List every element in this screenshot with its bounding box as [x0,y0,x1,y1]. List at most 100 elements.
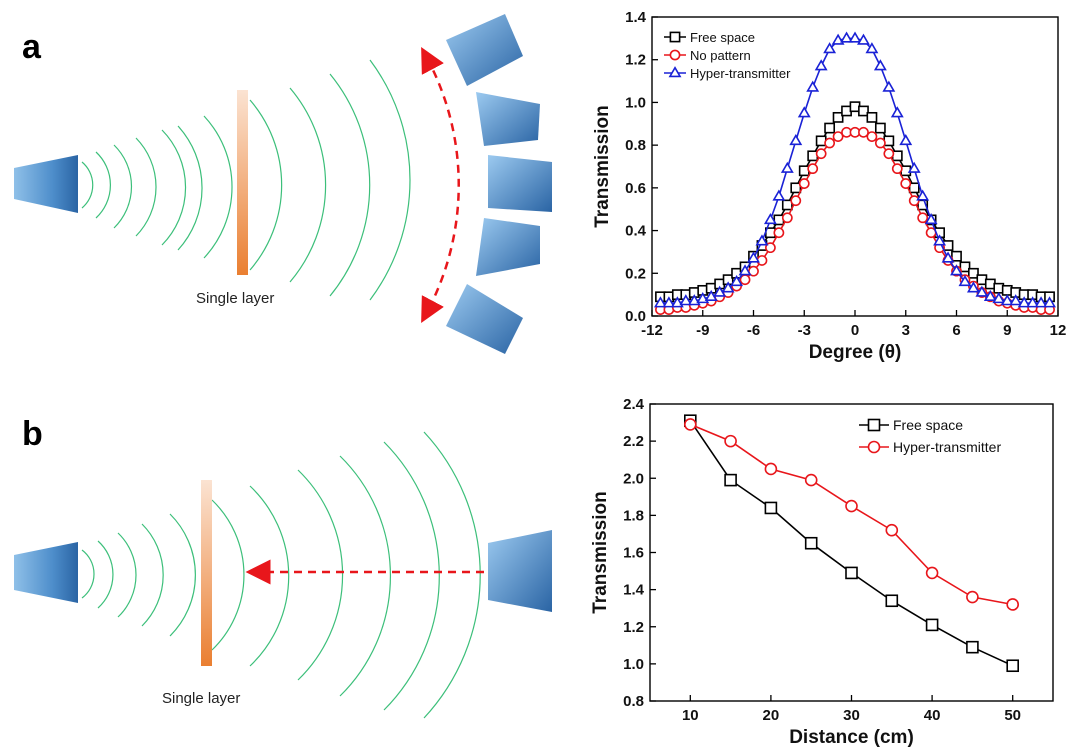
chart-a-point [865,42,879,54]
chart-b-ytick-label: 1.0 [623,656,644,673]
chart-b-point [764,501,778,515]
chart-a-point [950,264,963,276]
receiver-horn-2 [476,92,540,146]
chart-a-point [1017,296,1031,308]
chart-a-xtick-label: -6 [747,322,760,339]
chart-b-point [724,434,737,448]
rotation-arrow [421,46,460,324]
chart-a-point [907,161,921,173]
chart-b-xtick-label: 30 [843,707,860,724]
chart-a-point [866,111,878,123]
chart-a-point [781,199,793,211]
wavefronts-a [81,59,411,301]
chart-a-point [772,189,786,201]
single-layer-label-a: Single layer [196,290,274,307]
chart-b-legend-label: Hyper-transmitter [893,439,1001,455]
chart-a-point [815,148,827,160]
chart-a-xtick-label: -3 [798,322,811,339]
single-layer-label-b: Single layer [162,690,240,707]
chart-a-xtick-label: 9 [1003,322,1011,339]
chart-b-xtick-label: 40 [924,707,941,724]
single-layer-b [201,480,212,666]
chart-a-point [951,250,962,262]
chart-a-point [721,281,735,293]
chart-b-point [1006,598,1020,611]
chart-a-point [917,212,929,224]
chart-a-legend-label: No pattern [690,48,751,63]
chart-a-legend-entry-0: Free space [664,30,755,45]
chart-a-legend-entry-2: Hyper-transmitter [664,66,791,81]
chart-a-point [883,148,895,160]
chart-b-ytick-label: 1.6 [623,545,644,562]
chart-a-point [679,294,693,306]
chart-a-point [739,274,751,286]
chart-b-point [885,594,899,608]
chart-b-distance-transmission: 10 20 30 40 50 0.8 1.0 1.2 1.4 1.6 1.8 2.0 2.2 2.4 Dis… [590,396,1054,748]
chart-a-point [1000,294,1014,306]
receiver-horn-3 [488,155,552,212]
chart-a-ytick-label: 1.4 [625,9,647,26]
chart-a-point [966,281,980,293]
chart-a-point [780,161,794,173]
chart-a-point [824,122,836,134]
chart-b-point [764,462,778,476]
chart-a-point [1043,296,1056,308]
chart-b-point [925,618,939,632]
receiver-horn-1 [446,14,523,86]
chart-b-legend-marker [867,440,881,454]
chart-a-point [823,42,837,54]
chart-a-point [713,285,727,297]
source-horn-a [14,155,78,213]
receiver-horn-4 [476,218,540,276]
chart-a-legend-marker [668,66,682,78]
chart-a-point [933,234,947,246]
chart-a-ytick-label: 0.0 [625,308,646,325]
chart-b-legend-entry-1: Hyper-transmitter [859,439,1001,455]
chart-b-legend-label: Free space [893,417,963,433]
chart-a-xtick-label: 6 [952,322,960,339]
chart-b-xlabel: Distance (cm) [789,727,914,748]
chart-b-series-line-0 [689,420,1014,667]
chart-a-point [848,31,862,43]
chart-a-point [873,59,887,71]
chart-a-point [858,126,869,138]
chart-a-xtick-label: 3 [902,322,910,339]
chart-a-legend-entry-1: No pattern [664,48,751,63]
chart-a-point [958,274,972,287]
chart-a-legend-label: Hyper-transmitter [690,66,791,81]
chart-b-ylabel: Transmission [590,491,611,614]
source-horn-b [14,542,78,603]
chart-a-point [874,122,886,134]
chart-a-point [968,267,979,279]
single-layer-a [237,90,248,275]
chart-a-ytick-label: 1.2 [625,52,646,69]
chart-a-point [704,289,718,302]
chart-b-ytick-label: 1.8 [623,507,644,524]
chart-a-point [890,106,904,118]
chart-b-series-0 [683,414,1020,673]
chart-a-point [806,80,820,92]
chart-a-point [797,106,811,118]
chart-b-point [845,499,858,513]
chart-b-ytick-label: 1.4 [623,582,645,599]
chart-b-point [925,566,939,580]
chart-a-point [983,289,997,302]
chart-b-point [966,640,979,654]
chart-b-point [804,473,818,487]
panel-a-letter: a [22,28,42,66]
chart-a-point [832,131,844,142]
chart-a-ytick-label: 0.8 [625,137,646,154]
chart-b-point [1006,659,1020,673]
chart-a-point [730,274,744,287]
chart-a-point [975,285,989,297]
chart-b-xtick-label: 20 [763,707,780,724]
chart-a-point [1009,294,1023,306]
chart-b-legend-entry-0: Free space [859,417,963,433]
chart-a-point [763,213,777,225]
chart-a-ytick-label: 0.2 [625,265,646,282]
chart-a-point [992,292,1006,304]
chart-a-point [899,133,913,146]
chart-a-series-2 [654,31,1056,308]
chart-a-legend-label: Free space [690,30,755,45]
chart-b-point [683,418,697,431]
